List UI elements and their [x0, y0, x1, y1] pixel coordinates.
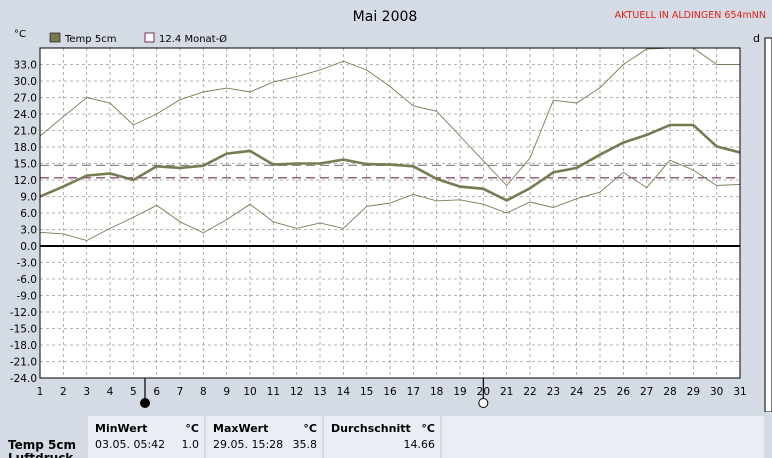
avg-cell: Durchschnitt °C 14.66: [324, 416, 440, 458]
y-tick-label: 15.0: [14, 159, 37, 171]
y-tick-label: -15.0: [10, 324, 37, 336]
legend-swatch-avg: [144, 32, 155, 43]
y-tick-label: 24.0: [14, 109, 37, 121]
x-tick-label: 6: [153, 386, 160, 398]
station-label: AKTUELL IN ALDINGEN 654mNN: [615, 10, 766, 21]
moon-markers: [140, 378, 489, 408]
x-tick-label: 8: [200, 386, 207, 398]
avg-value: 14.66: [403, 438, 436, 451]
y-tick-label: -21.0: [10, 357, 37, 369]
x-tick-label: 25: [593, 386, 606, 398]
x-tick-label: 29: [687, 386, 700, 398]
max-cell: MaxWert °C 29.05. 15:28 35.8: [206, 416, 322, 458]
max-unit: °C: [303, 422, 317, 435]
x-tick-label: 14: [337, 386, 351, 398]
x-tick-label: 19: [453, 386, 466, 398]
legend-swatch-temp: [49, 32, 61, 43]
x-tick-label: 1: [37, 386, 44, 398]
min-unit: °C: [185, 422, 199, 435]
max-envelope-line: [40, 48, 740, 187]
x-tick-label: 18: [430, 386, 443, 398]
legend: Temp 5cm 12.4 Monat-Ø: [49, 32, 227, 45]
y-tick-label: 0.0: [20, 241, 37, 253]
x-tick-label: 22: [523, 386, 536, 398]
legend-label-avg: 12.4 Monat-Ø: [159, 33, 227, 45]
min-time: 03.05. 05:42: [95, 438, 166, 451]
y-tick-label: -6.0: [17, 274, 38, 286]
legend-label-temp: Temp 5cm: [64, 34, 116, 45]
x-tick-label: 28: [663, 386, 676, 398]
x-tick-label: 4: [107, 386, 114, 398]
x-tick-label: 12: [290, 386, 303, 398]
min-value: 1.0: [181, 438, 200, 451]
x-tick-label: 23: [547, 386, 560, 398]
y-tick-label: 30.0: [14, 76, 37, 88]
max-time: 29.05. 15:28: [213, 438, 284, 451]
summary-table: Temp 5cm Luftdruck MinWert °C 03.05. 05:…: [0, 412, 772, 458]
x-tick-label: 10: [243, 386, 256, 398]
y-unit-label: °C: [14, 29, 26, 40]
y-tick-label: -9.0: [17, 291, 38, 303]
y-tick-label: -3.0: [17, 258, 38, 270]
x-tick-label: 31: [733, 386, 746, 398]
x-tick-label: 24: [570, 386, 584, 398]
chart: -24.0 -21.0 -18.0 -15.0 -12.0 -9.0 -6.0 -3.0 0.0…: [9, 9, 772, 412]
y-tick-labels: -24.0 -21.0 -18.0 -15.0 -12.0 -9.0 -6.0 -3.0 0.0…: [10, 60, 37, 386]
max-value: 35.8: [292, 438, 318, 451]
y-tick-label: -12.0: [10, 307, 37, 319]
row-label: Temp 5cm: [8, 438, 76, 452]
x-tick-label: 2: [60, 386, 67, 398]
x-tick-label: 30: [710, 386, 723, 398]
full-moon-icon: [478, 398, 489, 408]
y-tick-label: 9.0: [20, 192, 37, 204]
y-tick-label: 27.0: [14, 93, 37, 105]
chart-title: Mai 2008: [353, 9, 418, 25]
series-group: [40, 48, 740, 241]
y-tick-label: 18.0: [14, 142, 37, 154]
empty-cell: [442, 416, 764, 458]
x-tick-label: 27: [640, 386, 653, 398]
x-tick-label: 9: [223, 386, 230, 398]
min-cell: MinWert °C 03.05. 05:42 1.0: [88, 416, 204, 458]
y-tick-label: -24.0: [10, 373, 37, 385]
y-tick-label: 12.0: [14, 175, 37, 187]
side-scroll-edge: [764, 37, 772, 412]
x-tick-label: 13: [313, 386, 326, 398]
new-moon-icon: [140, 398, 150, 408]
avg-unit: °C: [421, 422, 435, 435]
y-tick-label: 33.0: [14, 60, 37, 72]
y-tick-label: 3.0: [20, 225, 37, 237]
y-unit-label-right: d: [753, 32, 760, 45]
min-header: MinWert: [95, 422, 148, 435]
x-tick-label: 21: [500, 386, 513, 398]
x-tick-label: 7: [177, 386, 184, 398]
y-tick-label: 6.0: [20, 208, 37, 220]
x-tick-label: 5: [130, 386, 137, 398]
plot-border: [39, 47, 741, 379]
max-header: MaxWert: [213, 422, 269, 435]
temp-line: [40, 123, 740, 202]
y-tick-label: 21.0: [14, 126, 37, 138]
x-tick-label: 17: [407, 386, 420, 398]
min-envelope-line: [40, 159, 740, 241]
row-label-next: Luftdruck: [8, 453, 73, 458]
x-tick-label: 15: [360, 386, 373, 398]
x-tick-label: 11: [267, 386, 280, 398]
avg-header: Durchschnitt: [331, 422, 411, 435]
x-tick-label: 26: [617, 386, 631, 398]
x-tick-label: 16: [383, 386, 397, 398]
y-tick-label: -18.0: [10, 340, 37, 352]
x-tick-label: 3: [83, 386, 90, 398]
grid: [39, 48, 741, 379]
